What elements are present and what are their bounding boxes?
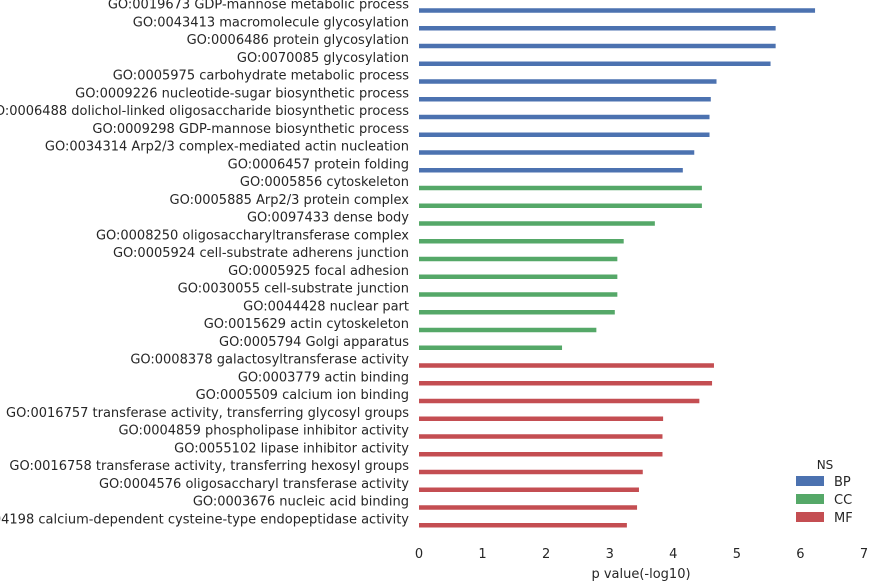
x-tick-label: 3 [606, 547, 614, 562]
bar [419, 221, 655, 226]
bar [419, 381, 713, 386]
category-label: GO:0030055 cell-substrate junction [178, 282, 409, 297]
bar [419, 79, 717, 84]
category-label: GO:0003779 actin binding [238, 370, 409, 385]
x-tick-label: 4 [669, 547, 677, 562]
x-tick-label: 0 [415, 547, 423, 562]
bar [419, 203, 702, 208]
category-label: GO:0004198 calcium-dependent cysteine-ty… [0, 512, 409, 527]
category-label: GO:0005856 cytoskeleton [240, 175, 409, 190]
legend-swatch [796, 512, 824, 522]
category-label: GO:0016758 transferase activity, transfe… [9, 459, 409, 474]
bar [419, 114, 710, 120]
category-label: GO:0006457 protein folding [228, 157, 409, 172]
x-axis-label: p value(-log10) [591, 567, 690, 582]
legend-entries: BP CC MF [796, 475, 853, 526]
bar [419, 185, 702, 191]
bar [419, 168, 683, 173]
category-label: GO:0016757 transferase activity, transfe… [6, 406, 409, 421]
legend-swatch [796, 494, 824, 504]
bar [419, 523, 627, 528]
category-label: GO:0006488 dolichol-linked oligosacchari… [0, 104, 409, 119]
category-label: GO:0005975 carbohydrate metabolic proces… [113, 69, 409, 84]
category-label: GO:0055102 lipase inhibitor activity [174, 441, 409, 456]
bar [419, 505, 638, 510]
legend-swatch [796, 476, 824, 486]
bar [419, 327, 597, 333]
bar [419, 97, 711, 102]
bar [419, 434, 663, 439]
category-label: GO:0034314 Arp2/3 complex-mediated actin… [45, 140, 409, 155]
category-label: GO:0004859 phospholipase inhibitor activ… [118, 424, 409, 439]
category-label: GO:0009226 nucleotide-sugar biosynthetic… [75, 86, 409, 101]
x-tick-label: 6 [796, 547, 804, 562]
bar [419, 416, 664, 421]
bar [419, 469, 643, 475]
bar [419, 487, 639, 492]
category-label: GO:0005885 Arp2/3 protein complex [170, 193, 410, 208]
bar [419, 61, 771, 66]
bars-group [419, 8, 816, 528]
bar [419, 345, 563, 350]
bar [419, 310, 615, 315]
category-label: GO:0006486 protein glycosylation [187, 33, 409, 48]
legend: NS BP CC MF [796, 458, 853, 526]
category-label: GO:0005925 focal adhesion [228, 264, 409, 279]
bar [419, 256, 618, 262]
x-tick-label: 5 [733, 547, 741, 562]
x-tick-label: 2 [542, 547, 550, 562]
legend-title: NS [817, 458, 834, 472]
category-label: GO:0003676 nucleic acid binding [193, 495, 409, 510]
bar [419, 43, 776, 49]
bar [419, 452, 663, 457]
category-label: GO:0043413 macromolecule glycosylation [133, 15, 409, 30]
legend-label: BP [834, 475, 851, 490]
category-label: GO:0005794 Golgi apparatus [219, 335, 409, 350]
bar [419, 398, 700, 404]
x-tick-label: 1 [478, 547, 486, 562]
category-label: GO:0019673 GDP-mannose metabolic process [108, 0, 409, 13]
x-axis-ticks: 0 1 2 3 4 5 6 7 [415, 547, 868, 562]
category-label: GO:0004576 oligosaccharyl transferase ac… [99, 477, 409, 492]
category-label: GO:0009298 GDP-mannose biosynthetic proc… [92, 122, 409, 137]
bar [419, 292, 618, 297]
category-label: GO:0070085 glycosylation [237, 51, 409, 66]
category-label: GO:0015629 actin cytoskeleton [204, 317, 409, 332]
bar [419, 8, 816, 13]
bar [419, 274, 618, 279]
bar [419, 26, 776, 31]
x-tick-label: 7 [860, 547, 868, 562]
legend-label: MF [834, 511, 853, 526]
bar [419, 363, 714, 368]
category-label: GO:0097433 dense body [247, 211, 409, 226]
category-label: GO:0008250 oligosaccharyltransferase com… [96, 228, 409, 243]
category-label: GO:0044428 nuclear part [243, 299, 409, 314]
category-label: GO:0005924 cell-substrate adherens junct… [113, 246, 409, 261]
category-labels: GO:0019673 GDP-mannose metabolic process… [0, 0, 409, 527]
category-label: GO:0005509 calcium ion binding [196, 388, 409, 403]
category-label: GO:0008378 galactosyltransferase activit… [130, 353, 409, 368]
bar [419, 132, 710, 137]
bar [419, 150, 695, 155]
bar [419, 239, 624, 244]
legend-label: CC [834, 493, 852, 508]
